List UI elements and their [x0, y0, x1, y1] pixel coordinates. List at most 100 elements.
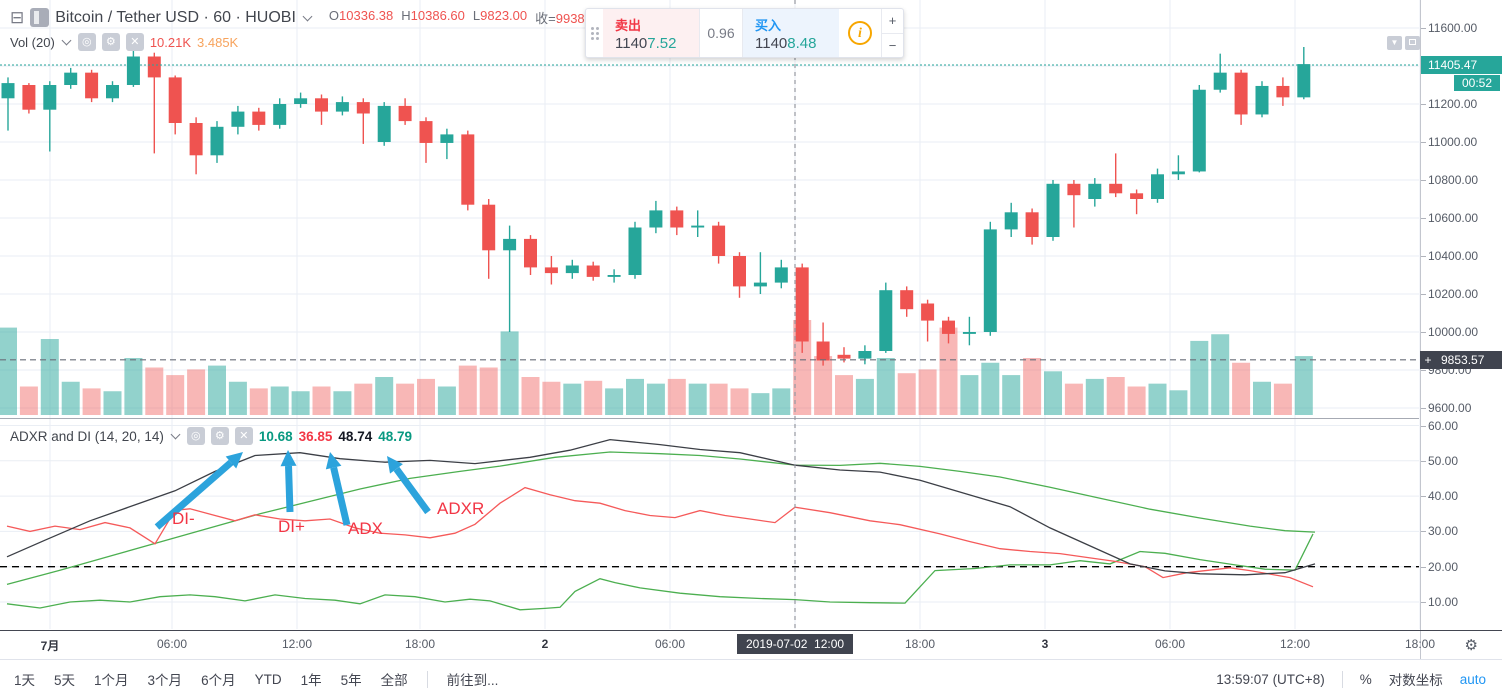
chart-canvas[interactable]: DI- DI+ ADX ADXR: [0, 0, 1420, 630]
candle-body: [210, 126, 224, 156]
candle-body: [837, 354, 851, 359]
candle-body: [419, 121, 433, 143]
chevron-down-icon[interactable]: [170, 429, 181, 440]
time-axis-label: 06:00: [654, 637, 686, 651]
candle-body: [983, 229, 997, 332]
volume-bar: [354, 383, 373, 415]
axis-tick: [1421, 460, 1426, 462]
adxr-value: 48.79: [378, 428, 413, 444]
volume-bar: [563, 383, 582, 415]
pane-buttons: ▼: [1387, 36, 1420, 50]
axis-tick: [1421, 425, 1426, 427]
range-button-6个月[interactable]: 6个月: [201, 673, 236, 688]
volume-bar: [1190, 340, 1209, 415]
volume-bar: [939, 327, 958, 415]
low-label: L: [472, 8, 481, 23]
add-alert-plus-button[interactable]: +: [1420, 350, 1436, 369]
scroll-down-button[interactable]: ▼: [1387, 36, 1402, 50]
range-button-YTD[interactable]: YTD: [254, 671, 282, 687]
range-button-3个月[interactable]: 3个月: [147, 673, 183, 688]
candle-body: [900, 290, 914, 310]
candle-body: [628, 227, 642, 275]
close-icon[interactable]: ✕: [234, 427, 253, 445]
volume-bar: [1253, 381, 1271, 415]
volume-bar: [208, 365, 226, 415]
volume-bar: [542, 381, 561, 415]
volume-bar: [291, 391, 310, 415]
open-value: 10336.38: [339, 8, 394, 23]
buy-button[interactable]: 买入 11408.48: [743, 9, 839, 57]
volume-bar: [145, 367, 164, 415]
range-button-全部[interactable]: 全部: [380, 673, 408, 688]
volume-bar: [103, 391, 122, 415]
candle-body: [1151, 174, 1164, 199]
log-scale-button[interactable]: 对数坐标: [1388, 673, 1443, 688]
toolbar-right: 13:59:07 (UTC+8) % 对数坐标 auto: [1216, 669, 1502, 689]
decrease-button[interactable]: −: [888, 38, 897, 53]
maximize-pane-button[interactable]: [1405, 36, 1420, 50]
candle-body: [753, 282, 767, 287]
candle-body: [691, 225, 705, 228]
candle-body: [1109, 183, 1123, 194]
time-axis[interactable]: ⚙ 7月 06:00 12:00 18:00 2 06:00 12:00 18:00 3 06:0…: [0, 630, 1502, 659]
di-minus-line: [6, 486, 1314, 588]
clock[interactable]: 13:59:07 (UTC+8): [1216, 671, 1325, 687]
range-button-1年[interactable]: 1年: [300, 673, 322, 688]
candle-body: [1255, 85, 1269, 115]
axis-tick: [1421, 104, 1426, 105]
spread-value: 0.96: [699, 9, 743, 57]
time-axis-label: 06:00: [156, 637, 188, 651]
price-axis-label: 11200.00: [1428, 97, 1478, 111]
volume-layer: [0, 320, 1313, 415]
range-button-1天[interactable]: 1天: [14, 673, 36, 688]
gear-icon[interactable]: ⚙: [101, 33, 120, 51]
candle-body: [356, 102, 370, 114]
candle-body: [962, 332, 976, 334]
sell-button[interactable]: 卖出 11407.52: [603, 9, 699, 57]
indicator-axis-label: 40.00: [1428, 489, 1459, 504]
volume-bar: [270, 386, 289, 415]
annotation-arrow: [154, 459, 234, 530]
candlestick-layer: [1, 47, 1311, 366]
time-axis-label: 12:00: [1279, 637, 1311, 651]
range-button-5天[interactable]: 5天: [54, 673, 76, 688]
close-icon[interactable]: ✕: [125, 33, 144, 51]
range-button-1个月[interactable]: 1个月: [94, 673, 129, 688]
annotation-layer: DI- DI+ ADX ADXR: [154, 450, 484, 538]
drag-handle[interactable]: [586, 9, 603, 57]
candle-body: [1088, 183, 1102, 199]
candle-body: [1046, 183, 1060, 237]
price-axis-label: 11600.00: [1428, 21, 1478, 35]
volume-study-title[interactable]: Vol (20): [10, 34, 55, 50]
volume-bar: [1273, 383, 1292, 415]
increase-button[interactable]: +: [882, 9, 903, 34]
volume-bar: [166, 375, 185, 415]
percent-scale-button[interactable]: %: [1359, 671, 1372, 687]
candle-body: [482, 204, 496, 251]
axis-settings-gear-icon[interactable]: ⚙: [1464, 637, 1478, 654]
chevron-down-icon[interactable]: [61, 35, 72, 46]
indicator-title[interactable]: ADXR and DI (14, 20, 14): [10, 428, 164, 444]
info-button[interactable]: i: [839, 9, 881, 57]
volume-bar: [646, 383, 665, 415]
chevron-down-icon[interactable]: [302, 11, 313, 21]
candle-body: [774, 267, 788, 283]
volume-bar: [605, 388, 624, 415]
eye-icon[interactable]: ◎: [186, 427, 205, 445]
candle-body: [879, 290, 893, 351]
candle-body: [168, 77, 182, 123]
current-price-badge: 11405.47: [1421, 55, 1502, 74]
candle-body: [398, 105, 412, 122]
gear-icon[interactable]: ⚙: [210, 427, 229, 445]
eye-icon[interactable]: ◎: [77, 33, 96, 51]
range-button-5年[interactable]: 5年: [340, 673, 362, 688]
volume-bar: [897, 373, 916, 415]
candle-body: [1213, 72, 1227, 90]
symbol-title[interactable]: Bitcoin / Tether USD · 60 · HUOBI: [55, 8, 296, 26]
collapse-pane-icon[interactable]: ⊟: [10, 8, 25, 27]
time-axis-label: 12:00: [281, 637, 313, 651]
price-axis[interactable]: 11600.00 11200.00 11000.00 10800.00 10600.00…: [1420, 0, 1502, 630]
volume-bar: [458, 365, 477, 415]
auto-scale-button[interactable]: auto: [1459, 671, 1486, 687]
goto-date-button[interactable]: 前往到...: [446, 673, 499, 688]
